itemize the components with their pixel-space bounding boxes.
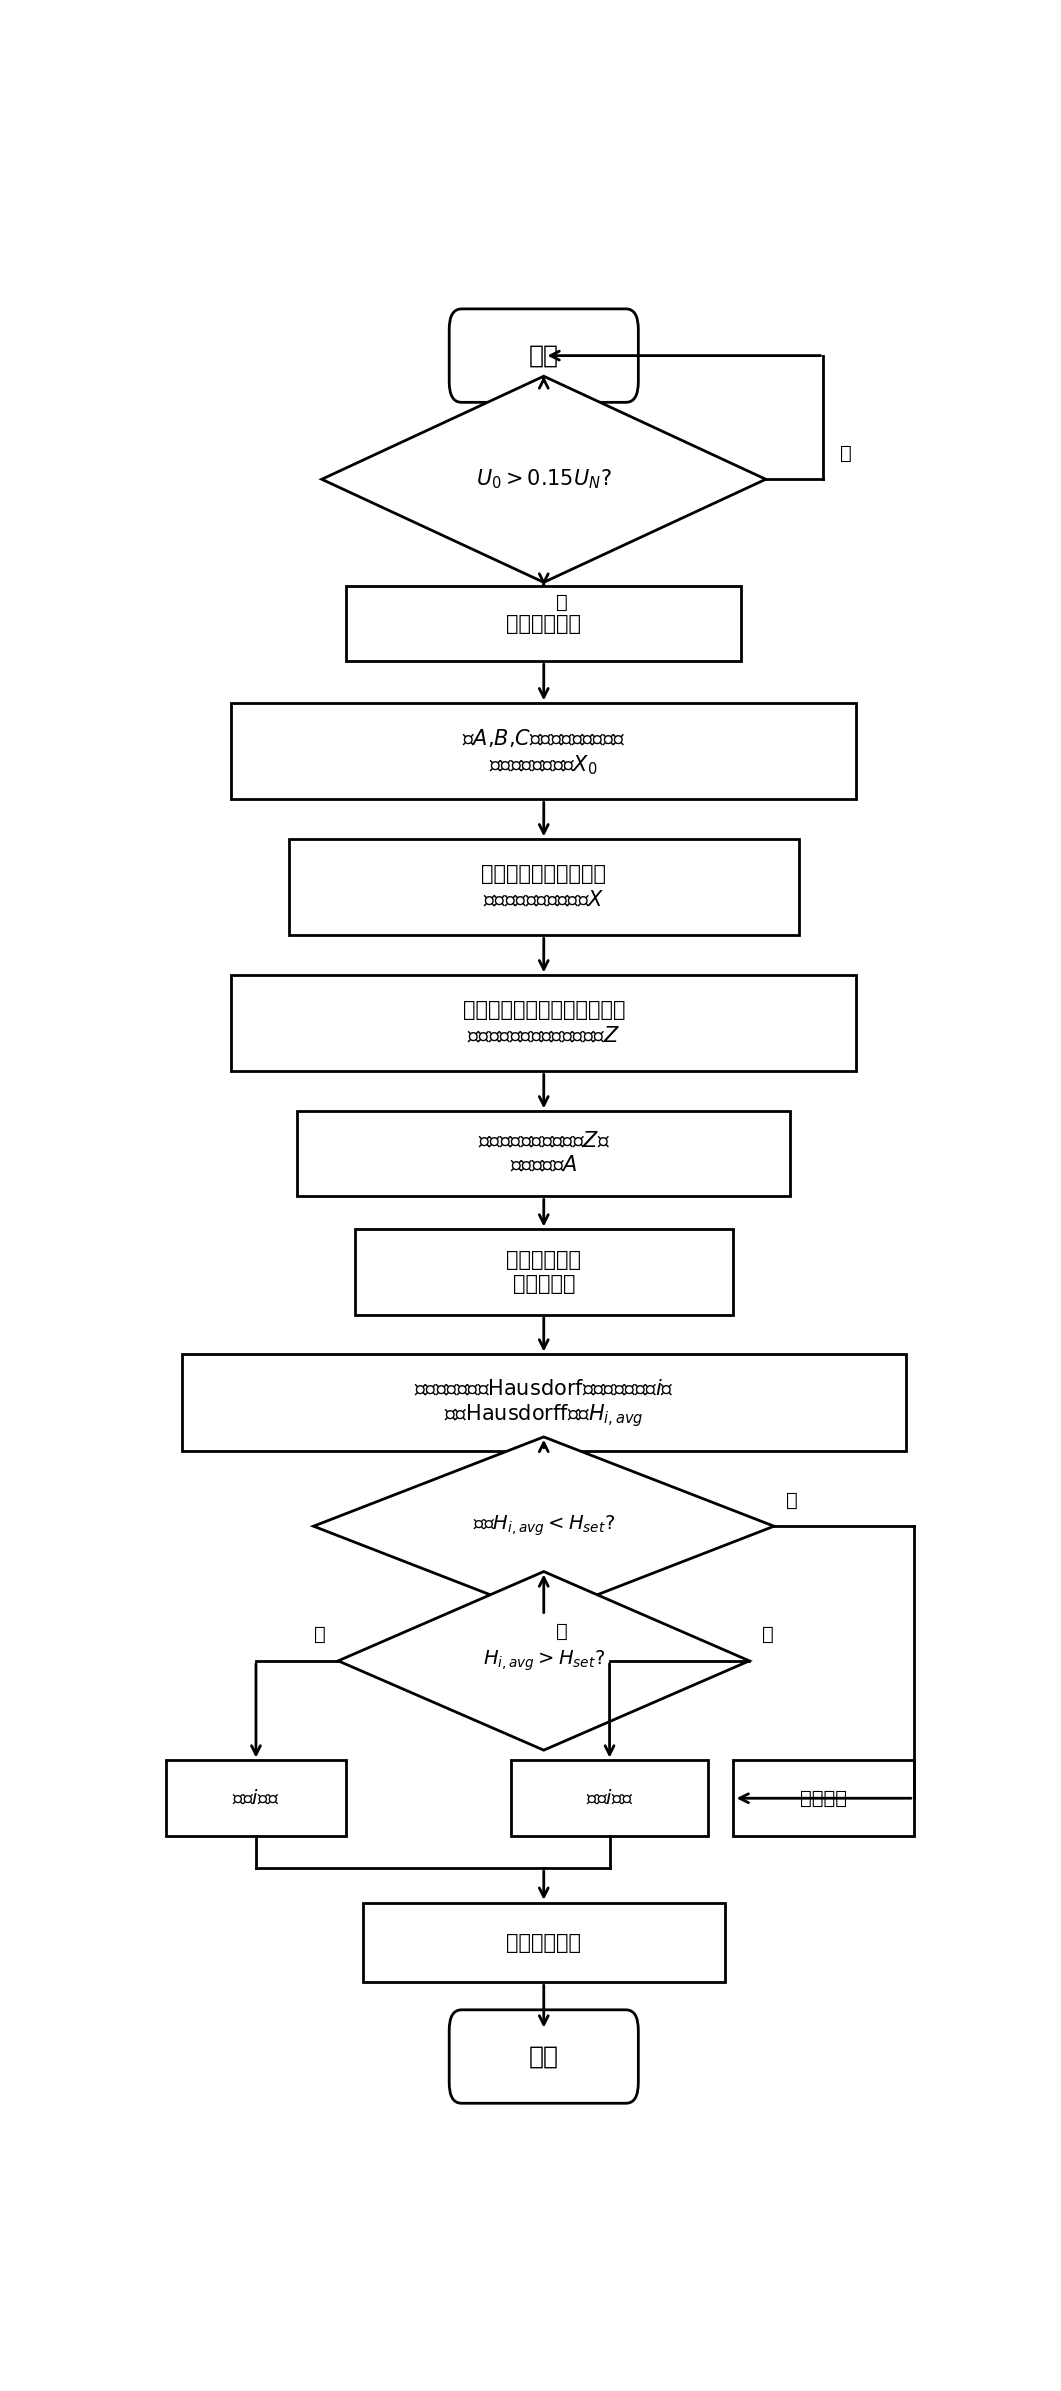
Bar: [231, 976, 856, 1071]
Text: 计算各馈线标准矩阵积$Z$的: 计算各馈线标准矩阵积$Z$的: [477, 1131, 610, 1152]
Text: 所有$H_{i,avg}<H_{set}$?: 所有$H_{i,avg}<H_{set}$?: [473, 1514, 614, 1537]
Polygon shape: [338, 1571, 749, 1750]
Bar: [231, 703, 856, 799]
Text: 是: 是: [556, 593, 568, 612]
Text: 是: 是: [314, 1626, 326, 1645]
Text: 声，形成状态数据矩阵$X$: 声，形成状态数据矩阵$X$: [483, 892, 605, 911]
Bar: [182, 1353, 905, 1451]
Text: 结束: 结束: [528, 2044, 559, 2068]
Bar: [346, 586, 741, 662]
Text: 采用概率统计: 采用概率统计: [506, 1250, 581, 1270]
Text: 进行归一化，计算标准矩阵积$Z$: 进行归一化，计算标准矩阵积$Z$: [467, 1026, 621, 1047]
FancyBboxPatch shape: [449, 2011, 639, 2104]
Text: 否: 否: [839, 445, 852, 464]
Text: $U_0>0.15U_N$?: $U_0>0.15U_N$?: [476, 469, 611, 490]
Text: 计算各馈线之间Hausdorf距离，得到馈线$i$的: 计算各馈线之间Hausdorf距离，得到馈线$i$的: [414, 1380, 674, 1399]
Text: 通过分块、平移、加噪: 通过分块、平移、加噪: [482, 863, 606, 885]
Bar: [354, 1229, 733, 1315]
Text: 平均Hausdorff距离$H_{i,avg}$: 平均Hausdorff距离$H_{i,avg}$: [443, 1404, 644, 1430]
Polygon shape: [321, 375, 766, 583]
Text: $H_{i,avg}>H_{set}$?: $H_{i,avg}>H_{set}$?: [483, 1650, 605, 1674]
Text: 计算奇异值等价矩阵并对矩阵: 计算奇异值等价矩阵并对矩阵: [463, 999, 625, 1021]
Bar: [511, 1760, 709, 1836]
Text: 由$A$,$B$,$C$三相电流采样数据，: 由$A$,$B$,$C$三相电流采样数据，: [462, 727, 626, 748]
Text: 母线故障: 母线故障: [800, 1788, 847, 1808]
Text: 否: 否: [556, 1623, 568, 1640]
Bar: [733, 1760, 914, 1836]
Text: 开始: 开始: [528, 344, 559, 368]
Text: 特征值向量$A$: 特征值向量$A$: [510, 1155, 577, 1176]
Text: 否: 否: [762, 1626, 773, 1645]
Bar: [363, 1903, 725, 1982]
Text: 过滤离群点: 过滤离群点: [512, 1274, 575, 1294]
FancyBboxPatch shape: [449, 308, 639, 402]
Polygon shape: [314, 1437, 775, 1616]
Text: 是: 是: [786, 1490, 798, 1509]
Text: 馈线$i$正常: 馈线$i$正常: [586, 1788, 633, 1808]
Text: 生成原始数据矩阵$X_0$: 生成原始数据矩阵$X_0$: [489, 753, 598, 777]
Bar: [297, 1112, 790, 1196]
Text: 输出选线结果: 输出选线结果: [506, 1932, 581, 1953]
Bar: [289, 839, 799, 935]
Text: 馈线$i$故障: 馈线$i$故障: [232, 1788, 280, 1808]
Text: 记录故障时刻: 记录故障时刻: [506, 614, 581, 634]
Bar: [166, 1760, 346, 1836]
